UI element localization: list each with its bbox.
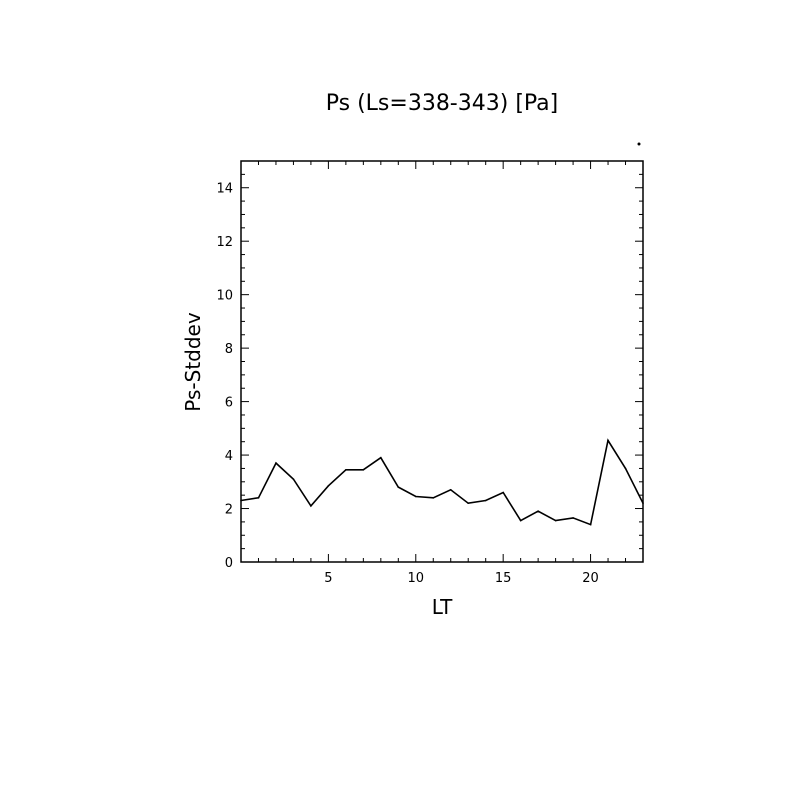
y-tick-label: 2 <box>225 503 233 518</box>
x-tick-label: 15 <box>495 571 512 586</box>
data-point <box>607 439 609 442</box>
y-tick-label: 14 <box>216 182 233 197</box>
data-points <box>240 439 644 526</box>
tick-labels: 5 10 15 20 0 2 4 6 8 10 12 14 <box>216 182 598 586</box>
x-tick-label: 10 <box>408 571 425 586</box>
data-point <box>554 519 557 522</box>
y-tick-label: 6 <box>225 396 233 411</box>
data-point <box>240 499 242 502</box>
chart-title: Ps (Ls=338-343) [Pa] <box>326 91 559 116</box>
data-point <box>345 468 347 471</box>
data-point <box>519 519 522 522</box>
data-point <box>642 502 644 504</box>
x-axis-label: LT <box>432 595 453 619</box>
data-point <box>414 495 417 498</box>
y-tick-label: 12 <box>216 235 233 250</box>
y-tick-label: 4 <box>225 449 233 464</box>
corner-dot <box>637 142 641 146</box>
data-point <box>589 523 592 526</box>
data-point <box>572 517 574 519</box>
series-line <box>240 438 644 526</box>
data-point <box>484 499 487 502</box>
y-tick-label: 0 <box>225 556 233 571</box>
data-point <box>292 478 295 480</box>
x-tick-label: 5 <box>324 571 332 586</box>
data-point <box>502 491 504 494</box>
data-point <box>362 468 365 471</box>
data-point <box>397 486 400 488</box>
y-axis-label: Ps-Stddev <box>181 312 205 412</box>
x-tick-label: 20 <box>582 571 599 586</box>
data-point <box>275 462 277 464</box>
axis-ticks <box>240 160 644 563</box>
y-tick-label: 10 <box>216 289 233 304</box>
data-point <box>537 510 539 513</box>
data-point <box>624 467 627 470</box>
data-point <box>257 497 260 499</box>
data-point <box>449 489 452 491</box>
data-point <box>380 456 382 459</box>
y-tick-label: 8 <box>225 342 233 357</box>
data-point <box>327 485 330 487</box>
plot-frame <box>240 160 644 563</box>
data-point <box>432 497 435 499</box>
data-point <box>310 505 312 507</box>
data-point <box>467 502 470 504</box>
